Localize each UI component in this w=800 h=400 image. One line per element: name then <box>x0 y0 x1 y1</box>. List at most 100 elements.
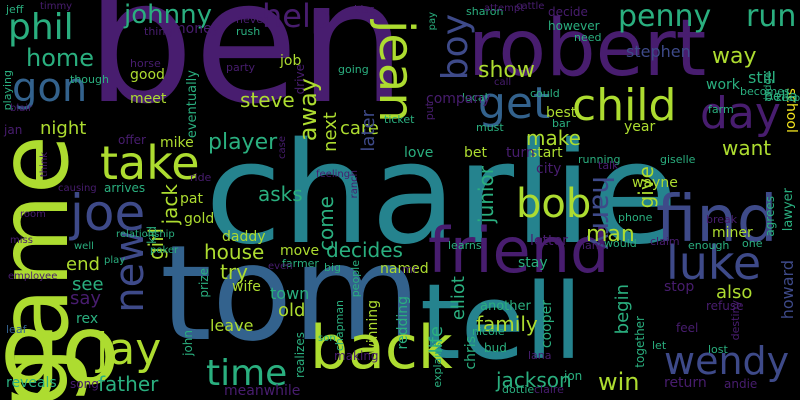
cloud-word: way <box>712 44 757 69</box>
cloud-word: feeling <box>316 169 351 180</box>
cloud-word: johnny <box>124 0 212 30</box>
cloud-word: local <box>462 91 488 104</box>
cloud-word: year <box>624 119 656 135</box>
cloud-word: prize <box>197 268 211 298</box>
cloud-word: case <box>277 136 288 159</box>
cloud-word: becomes <box>740 85 790 98</box>
cloud-word: bob <box>516 181 592 227</box>
cloud-word: junior <box>474 166 498 223</box>
cloud-word: school <box>783 88 799 133</box>
cloud-word: jay <box>96 324 162 375</box>
cloud-word: must <box>476 121 504 134</box>
cloud-word: good <box>130 67 165 83</box>
cloud-word: poker <box>150 245 179 256</box>
cloud-word: miner <box>712 225 753 241</box>
cloud-word: luke <box>666 236 762 290</box>
cloud-word: meet <box>130 91 167 107</box>
cloud-word: need <box>574 31 602 44</box>
cloud-word: tell <box>420 261 583 383</box>
cloud-word: bet <box>464 145 487 161</box>
cloud-word: family <box>476 312 538 336</box>
cloud-word: farm <box>708 103 734 116</box>
cloud-word: player <box>208 130 278 155</box>
cloud-word: begin <box>612 284 633 335</box>
cloud-word: joe <box>70 184 146 242</box>
cloud-word: pat <box>180 191 203 207</box>
cloud-word: ride <box>190 171 212 184</box>
cloud-word: tom <box>160 217 422 371</box>
cloud-word: party <box>226 61 256 74</box>
cloud-word: jan <box>4 123 23 137</box>
cloud-word: dottie <box>502 383 535 396</box>
cloud-word: back <box>310 313 453 383</box>
cloud-word: help <box>262 0 332 35</box>
cloud-word: drive <box>293 64 307 95</box>
cloud-word: kiss <box>354 3 375 16</box>
cloud-word: also <box>716 282 753 303</box>
cloud-word: bar <box>552 117 571 130</box>
cloud-word: daddy <box>222 229 266 245</box>
cloud-word: find <box>656 183 778 257</box>
cloud-word: arrives <box>104 181 146 195</box>
cloud-word: decides <box>326 238 403 262</box>
cloud-word: andie <box>724 377 758 391</box>
cloud-word: chris <box>463 336 479 370</box>
cloud-word: win <box>598 368 640 396</box>
cloud-word: turn <box>506 145 535 161</box>
cloud-word: people <box>349 260 362 298</box>
cloud-word: gon <box>12 65 88 111</box>
cloud-word: john <box>181 330 195 356</box>
cloud-word: running <box>578 153 621 166</box>
cloud-word: meanwhile <box>224 383 301 399</box>
cloud-word: refuse <box>706 299 744 313</box>
cloud-word: reveals <box>6 375 57 391</box>
cloud-word: lawyer <box>781 188 796 232</box>
cloud-word: city <box>536 161 562 177</box>
cloud-word: leave <box>210 316 254 335</box>
cloud-word: horse <box>130 57 161 70</box>
cloud-word: town <box>270 284 310 303</box>
cloud-word: timmy <box>40 1 73 12</box>
cloud-word: attempt <box>484 3 525 14</box>
cloud-word: old <box>278 300 306 321</box>
cloud-word: rex <box>76 311 99 327</box>
cloud-word: care <box>340 118 380 139</box>
cloud-word: giselle <box>660 153 696 166</box>
cloud-word: going <box>338 63 369 76</box>
cloud-word: work <box>706 77 740 93</box>
cloud-word: elliot <box>448 276 469 321</box>
cloud-word: show <box>478 58 535 83</box>
cloud-word: decide <box>548 5 588 19</box>
cloud-word: hand <box>578 239 606 252</box>
cloud-word: son <box>318 333 336 344</box>
cloud-word: asks <box>258 182 303 206</box>
cloud-word: night <box>40 118 87 139</box>
cloud-word: think <box>39 152 50 178</box>
cloud-word: jeff <box>6 3 24 16</box>
cloud-word: another <box>480 299 531 314</box>
cloud-word: feel <box>676 321 699 335</box>
cloud-word: money <box>172 21 220 37</box>
cloud-word: stay <box>518 255 548 271</box>
cloud-word: stop <box>664 279 695 295</box>
cloud-word: winning <box>365 300 381 355</box>
cloud-word: nicole <box>472 325 505 338</box>
cloud-word: employee <box>8 271 58 282</box>
cloud-word: named <box>380 261 429 277</box>
cloud-word: company <box>426 91 491 107</box>
cloud-word: could <box>530 87 560 100</box>
cloud-word: later <box>358 110 379 152</box>
cloud-word: together <box>633 316 647 368</box>
cloud-word: phone <box>618 211 653 224</box>
cloud-word: howard <box>778 260 797 320</box>
cloud-word: agrees <box>763 196 777 237</box>
cloud-word: ranch <box>349 170 360 199</box>
cloud-word: mr <box>402 263 418 276</box>
cloud-word: boy <box>435 14 476 81</box>
cloud-word: charlie <box>205 113 678 276</box>
cloud-word: cattle <box>516 1 545 12</box>
cloud-word: pay <box>427 12 438 31</box>
cloud-word: realizes <box>293 332 307 379</box>
cloud-word: say <box>70 288 102 309</box>
cloud-word: lost <box>708 343 728 356</box>
